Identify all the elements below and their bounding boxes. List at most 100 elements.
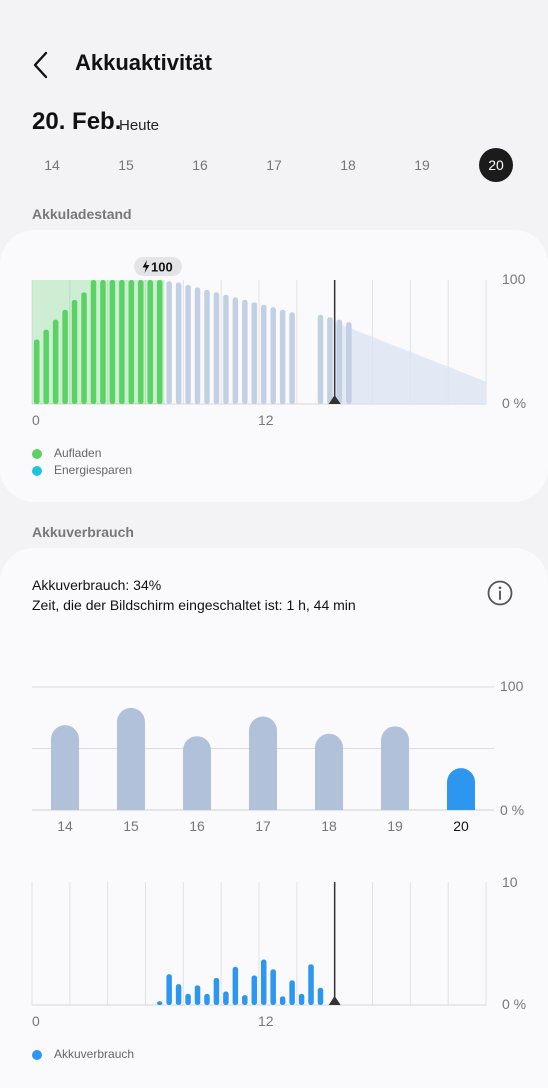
now-marker: [328, 996, 341, 1005]
battery-level-bar: [138, 280, 144, 404]
power-saving-dot: [32, 465, 42, 476]
battery-level-chart: 100 100 0 % 0 12: [31, 257, 526, 428]
hourly-y-max-label: 10: [502, 874, 518, 890]
daily-x-label: 16: [189, 818, 205, 834]
hourly-usage-bar: [270, 969, 276, 1005]
charging-region: [32, 280, 165, 404]
day-16[interactable]: 16: [192, 157, 208, 173]
usage-dot: [32, 1049, 42, 1060]
battery-level-bar: [327, 317, 333, 404]
hourly-usage-bar: [298, 993, 305, 1005]
daily-x-label: 18: [321, 818, 337, 834]
hourly-y-min-label: 0 %: [502, 996, 526, 1012]
day-20[interactable]: 20: [479, 148, 513, 182]
battery-level-bar: [128, 280, 135, 404]
x-label-0: 0: [32, 412, 40, 428]
info-button[interactable]: [487, 580, 513, 606]
daily-usage-bar[interactable]: [315, 733, 343, 810]
hourly-usage-bar: [308, 964, 314, 1005]
screen-time: Zeit, die der Bildschirm eingeschaltet i…: [32, 597, 356, 613]
battery-level-bar: [204, 289, 210, 404]
daily-usage-bar[interactable]: [381, 726, 409, 810]
daily-x-label: 15: [123, 818, 139, 834]
hourly-usage-bar: [289, 980, 295, 1005]
battery-level-bar: [175, 282, 182, 404]
battery-level-bar: [185, 284, 191, 404]
x-label-12: 12: [258, 412, 274, 428]
hourly-usage-bar: [232, 966, 239, 1005]
day-18[interactable]: 18: [340, 157, 356, 173]
battery-level-label: Akkuladestand: [32, 206, 132, 222]
day-17[interactable]: 17: [266, 157, 282, 173]
daily-x-label: 14: [57, 818, 73, 834]
daily-usage-bar[interactable]: [117, 707, 145, 810]
daily-usage-bar[interactable]: [183, 736, 211, 810]
battery-level-bar: [251, 302, 258, 404]
hourly-usage-bar: [156, 1001, 163, 1005]
daily-y-min-label: 0 %: [500, 802, 524, 818]
battery-level-bar: [260, 304, 267, 404]
back-button[interactable]: [28, 48, 56, 82]
daily-x-label: 19: [387, 818, 403, 834]
y-min-label: 0 %: [502, 395, 526, 411]
battery-level-bar: [270, 307, 276, 404]
daily-usage-bar[interactable]: [249, 716, 277, 810]
forecast-area: [334, 322, 486, 404]
battery-level-bar: [71, 299, 78, 404]
hourly-usage-bar: [317, 987, 324, 1005]
hourly-usage-bar: [260, 959, 267, 1005]
battery-level-bar: [166, 281, 172, 404]
hourly-usage-bar: [213, 977, 220, 1005]
info-icon: [487, 580, 513, 606]
battery-level-bar: [346, 322, 352, 404]
now-marker: [328, 395, 341, 404]
daily-usage-bar[interactable]: [447, 768, 475, 810]
daily-y-max-label: 100: [500, 678, 524, 694]
hourly-usage-bar: [251, 975, 258, 1005]
battery-level-bar: [147, 280, 153, 404]
battery-level-bar: [81, 292, 87, 404]
battery-level-bar: [62, 309, 68, 404]
charge-badge-value: 100: [151, 260, 173, 275]
battery-level-bar: [194, 287, 201, 404]
daily-x-label: 17: [255, 818, 271, 834]
day-15[interactable]: 15: [118, 157, 134, 173]
legend-charging: Aufladen: [32, 445, 132, 462]
hourly-x-label-0: 0: [32, 1013, 40, 1029]
legend-usage: Akkuverbrauch: [32, 1046, 134, 1063]
day-selector: 14 15 16 17 18 19 20: [0, 148, 548, 184]
usage-percent: Akkuverbrauch: 34%: [32, 577, 162, 593]
hourly-usage-bar: [175, 984, 182, 1005]
battery-level-bar: [33, 339, 40, 404]
battery-level-bar: [52, 319, 59, 404]
hourly-usage-bar: [279, 996, 286, 1005]
chevron-left-icon: [33, 51, 48, 79]
battery-usage-label: Akkuverbrauch: [32, 524, 134, 540]
daily-usage-chart: 14 15 16 17 18 19 20 100 0 %: [32, 678, 524, 834]
header: Akkuaktivität: [0, 0, 548, 130]
date-title: 20. Feb.: [32, 108, 122, 135]
page-title: Akkuaktivität: [75, 50, 212, 75]
daily-usage-bar[interactable]: [51, 725, 79, 810]
day-14[interactable]: 14: [44, 157, 60, 173]
day-19[interactable]: 19: [414, 157, 430, 173]
battery-level-bar: [279, 309, 286, 404]
battery-level-bar: [242, 299, 248, 404]
battery-level-bar: [100, 280, 106, 404]
charge-badge: 100: [134, 257, 182, 276]
usage-legend: Akkuverbrauch: [32, 1046, 134, 1063]
y-max-label: 100: [502, 271, 526, 287]
date-subtitle: Heute: [119, 117, 160, 134]
daily-x-label: 20: [453, 818, 469, 834]
lightning-icon: [142, 260, 150, 273]
hourly-usage-bar: [242, 995, 248, 1005]
battery-level-bar: [43, 329, 49, 404]
hourly-usage-bar: [194, 985, 201, 1005]
battery-level-bar: [119, 280, 125, 404]
battery-level-bar: [289, 312, 295, 404]
legend-power-saving: Energiesparen: [32, 462, 132, 479]
battery-level-bar: [90, 280, 97, 404]
battery-legend: Aufladen Energiesparen: [32, 445, 132, 479]
battery-level-bar: [317, 314, 324, 404]
battery-level-bar: [213, 292, 220, 404]
